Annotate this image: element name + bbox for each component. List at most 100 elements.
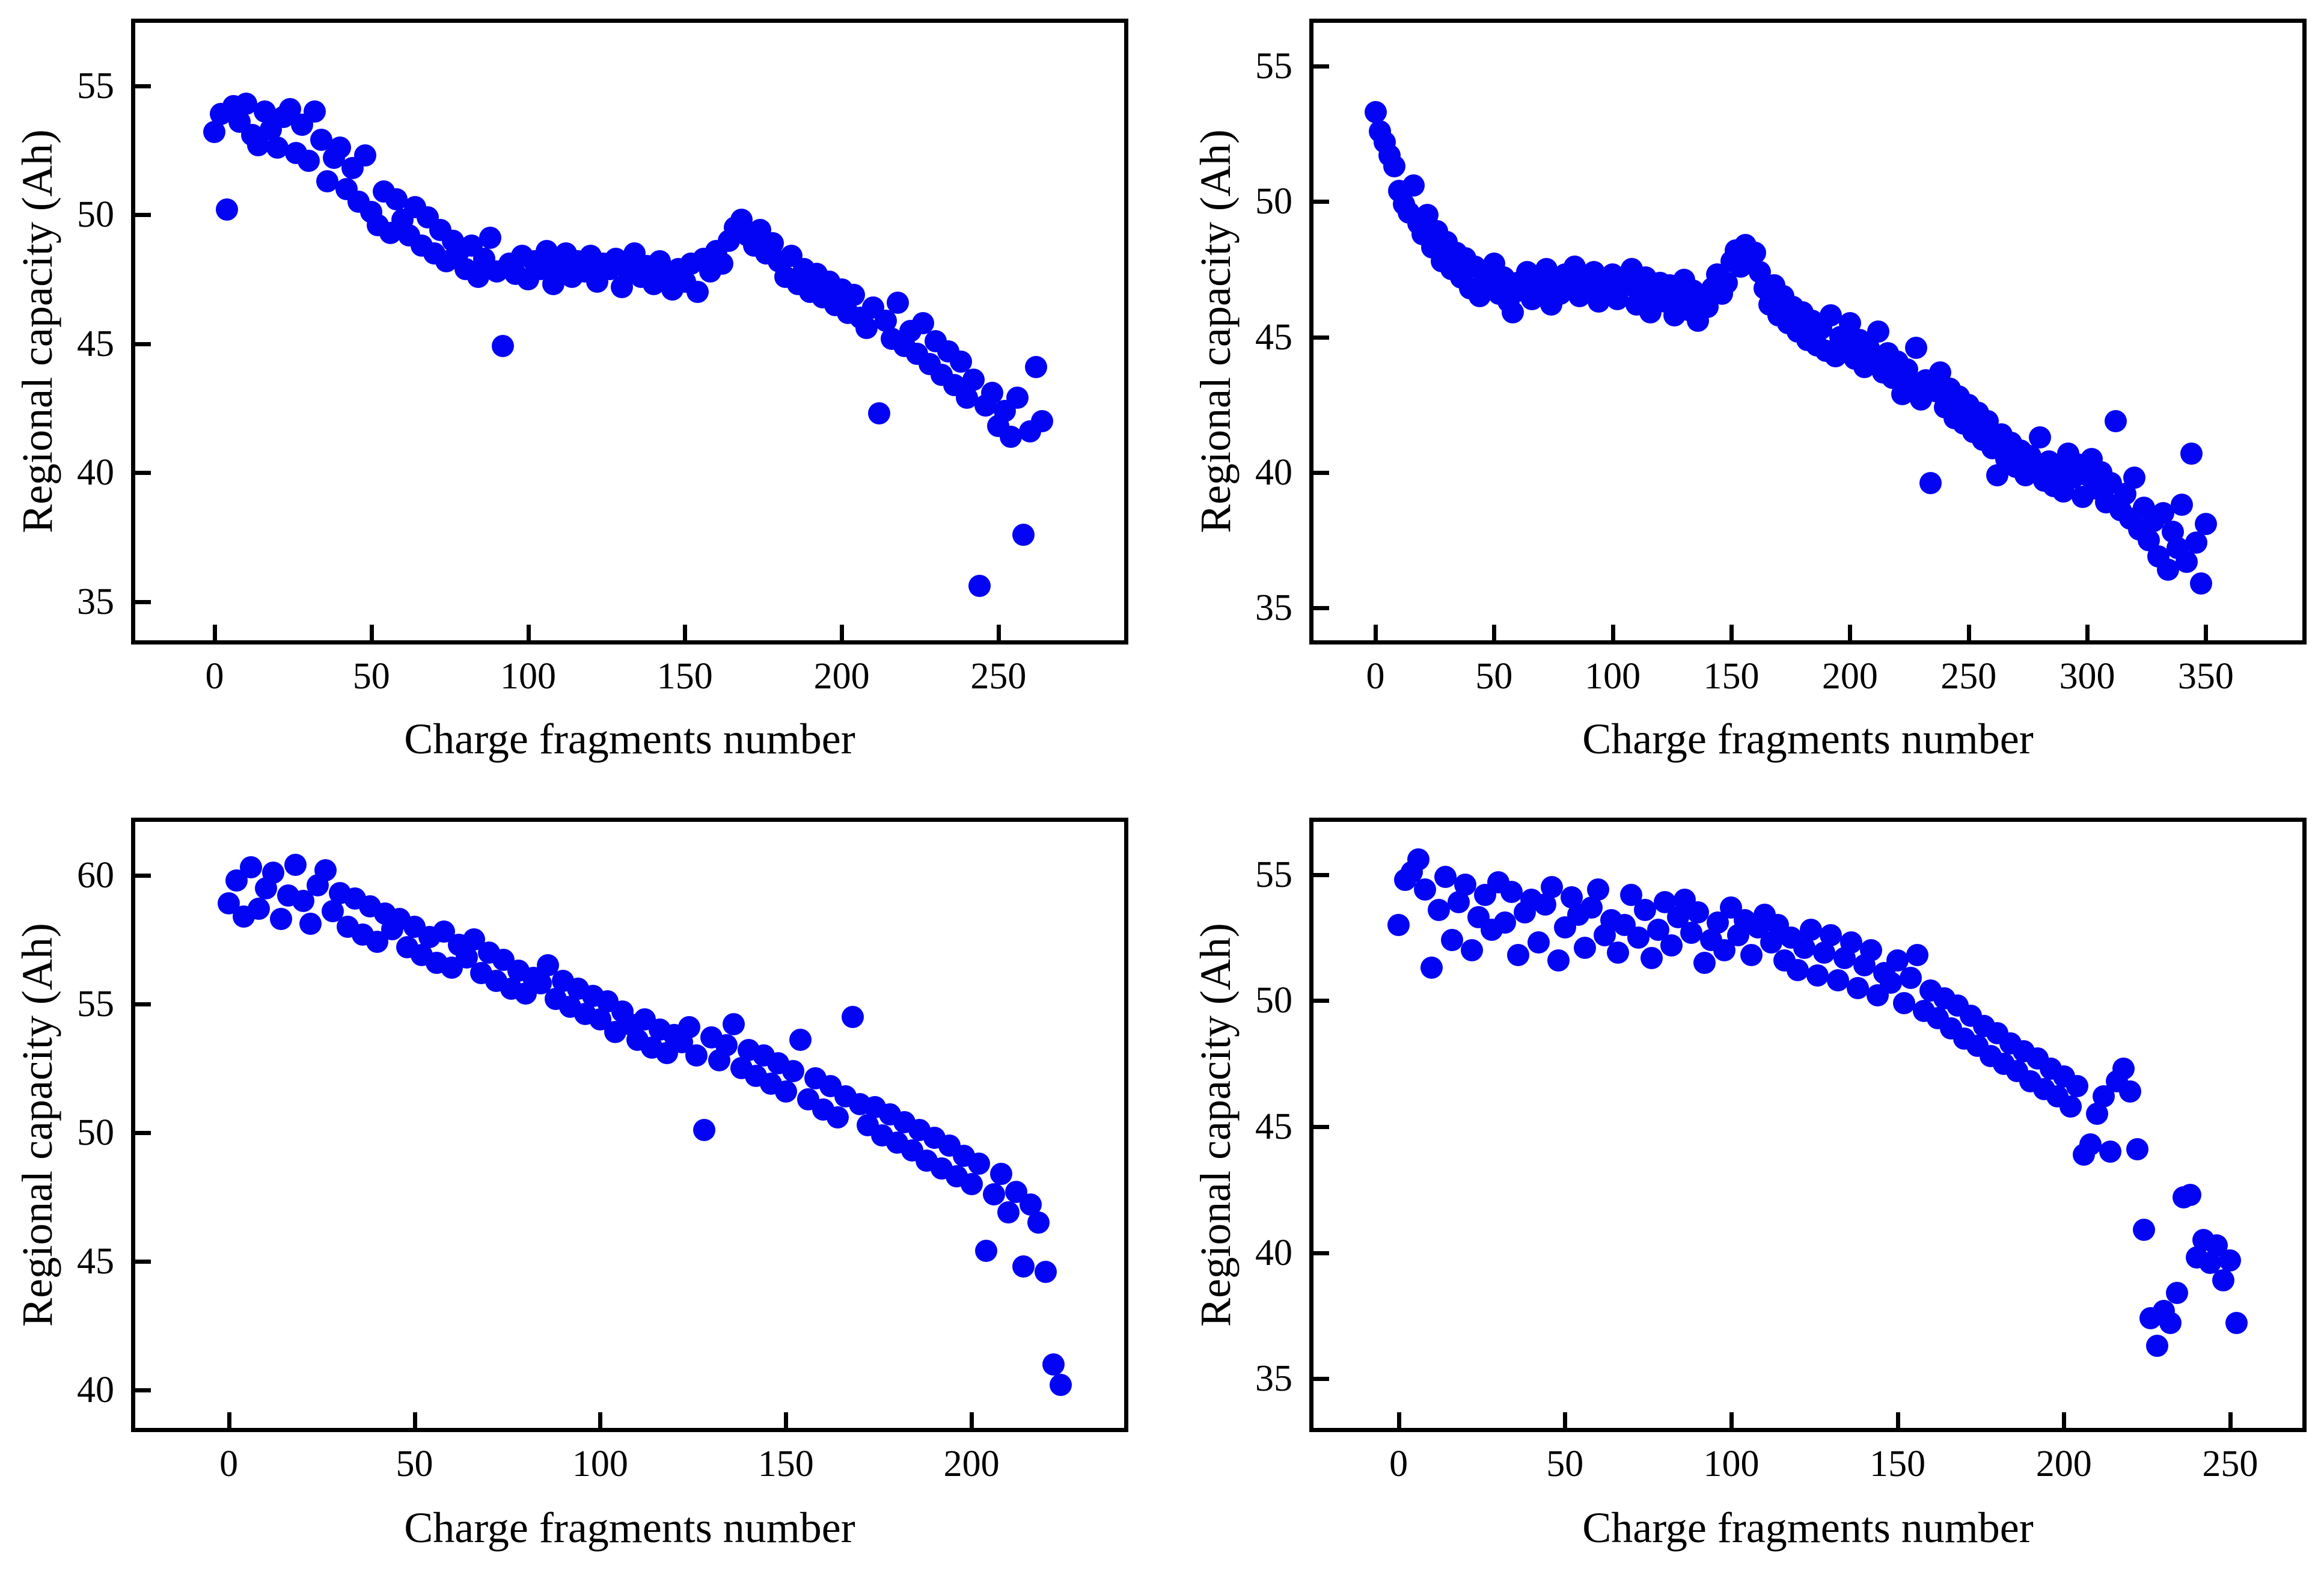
- y-tick-label: 55: [1255, 46, 1292, 87]
- scatter-point: [1460, 939, 1483, 961]
- y-tick-mark: [135, 1130, 151, 1135]
- scatter-point: [678, 1015, 701, 1038]
- x-tick-label: 200: [813, 656, 870, 697]
- scatter-point: [843, 283, 866, 306]
- scatter-point: [385, 188, 408, 210]
- scatter-point: [269, 907, 292, 930]
- scatter-point: [304, 100, 326, 123]
- scatter-point: [2156, 559, 2179, 581]
- scatter-point: [2225, 1312, 2248, 1335]
- y-tick-label: 45: [1255, 1106, 1292, 1147]
- x-tick-label: 100: [572, 1444, 628, 1484]
- x-tick-label: 0: [1389, 1444, 1408, 1484]
- scatter-point: [1547, 949, 1570, 972]
- x-tick-label: 150: [1870, 1444, 1926, 1484]
- y-tick-label: 40: [1255, 452, 1292, 493]
- x-tick-label: 50: [1546, 1444, 1584, 1484]
- scatter-point: [1434, 866, 1457, 889]
- scatter-point: [1000, 425, 1023, 448]
- y-tick-mark: [1313, 64, 1329, 69]
- scatter-point: [2079, 1133, 2102, 1156]
- scatter-point: [1743, 242, 1766, 265]
- x-tick-mark: [1563, 1412, 1568, 1428]
- scatter-point: [975, 1240, 998, 1263]
- y-tick-mark: [135, 1259, 151, 1264]
- x-tick-mark: [1729, 625, 1734, 640]
- x-tick-label: 250: [2202, 1444, 2258, 1484]
- y-tick-label: 60: [77, 854, 114, 896]
- scatter-point: [316, 170, 339, 192]
- scatter-point: [479, 227, 502, 250]
- y-tick-mark: [135, 471, 151, 476]
- scatter-point: [1900, 967, 1922, 990]
- scatter-point: [2099, 1141, 2122, 1163]
- y-tick-mark: [135, 599, 151, 604]
- scatter-point: [960, 1172, 983, 1195]
- scatter-point: [2194, 512, 2217, 535]
- axes-top-left: [131, 19, 1128, 645]
- y-tick-mark: [1313, 999, 1329, 1003]
- scatter-point: [887, 291, 910, 314]
- x-tick-label: 100: [500, 656, 556, 697]
- y-tick-mark: [1313, 1124, 1329, 1129]
- scatter-point: [1407, 848, 1430, 871]
- scatter-point: [1440, 929, 1463, 952]
- scatter-point: [1820, 923, 1842, 946]
- scatter-point: [2171, 494, 2194, 516]
- scatter-point: [2179, 1183, 2202, 1206]
- scatter-point: [1427, 898, 1450, 921]
- x-tick-mark: [526, 625, 531, 640]
- scatter-point: [2180, 442, 2203, 465]
- scatter-point: [1806, 964, 1829, 987]
- scatter-point: [2028, 426, 2051, 449]
- scatter-point: [314, 859, 337, 881]
- y-tick-label: 50: [77, 194, 114, 236]
- x-tick-mark: [840, 625, 845, 640]
- x-tick-label: 300: [2059, 656, 2115, 697]
- x-tick-mark: [1848, 625, 1853, 640]
- y-tick-label: 55: [77, 65, 114, 106]
- y-tick-label: 50: [77, 1112, 114, 1153]
- scatter-point: [1540, 876, 1563, 899]
- y-tick-label: 35: [1255, 1358, 1292, 1400]
- scatter-point: [1383, 155, 1406, 178]
- y-tick-label: 50: [1255, 181, 1292, 222]
- scatter-point: [247, 897, 270, 920]
- y-tick-label: 40: [77, 452, 114, 494]
- scatter-point: [2159, 1312, 2182, 1335]
- x-tick-label: 350: [2177, 656, 2234, 697]
- scatter-point: [2151, 501, 2174, 524]
- scatter-point: [2132, 1219, 2155, 1242]
- scatter-point: [1507, 944, 1530, 967]
- scatter-point: [1627, 926, 1650, 949]
- scatter-point: [1042, 1353, 1065, 1376]
- scatter-point: [1024, 355, 1047, 378]
- scatter-point: [2066, 1075, 2088, 1098]
- y-tick-label: 45: [1255, 316, 1292, 358]
- scatter-point: [980, 381, 1003, 404]
- scatter-point: [997, 1201, 1020, 1224]
- x-tick-label: 200: [943, 1444, 1000, 1484]
- scatter-point: [2119, 1080, 2142, 1103]
- scatter-point: [1402, 174, 1425, 197]
- scatter-point: [2212, 1269, 2235, 1292]
- scatter-point: [1502, 301, 1524, 324]
- axes-bottom-right: [1309, 818, 2307, 1432]
- scatter-point: [1846, 976, 1869, 999]
- x-tick-mark: [2085, 625, 2090, 640]
- scatter-point: [1787, 959, 1809, 982]
- x-tick-mark: [369, 625, 374, 640]
- scatter-point: [1680, 921, 1703, 944]
- y-tick-mark: [135, 341, 151, 346]
- y-tick-mark: [1313, 605, 1329, 610]
- x-tick-mark: [1374, 625, 1378, 640]
- scatter-point: [962, 369, 985, 391]
- x-tick-label: 150: [1703, 656, 1760, 697]
- scatter-point: [353, 144, 376, 167]
- x-tick-mark: [1895, 1412, 1900, 1428]
- scatter-point: [2126, 1138, 2148, 1161]
- scatter-point: [1364, 101, 1387, 124]
- scatter-point: [685, 1044, 708, 1067]
- x-tick-label: 100: [1703, 1444, 1760, 1484]
- y-tick-label: 35: [1255, 587, 1292, 628]
